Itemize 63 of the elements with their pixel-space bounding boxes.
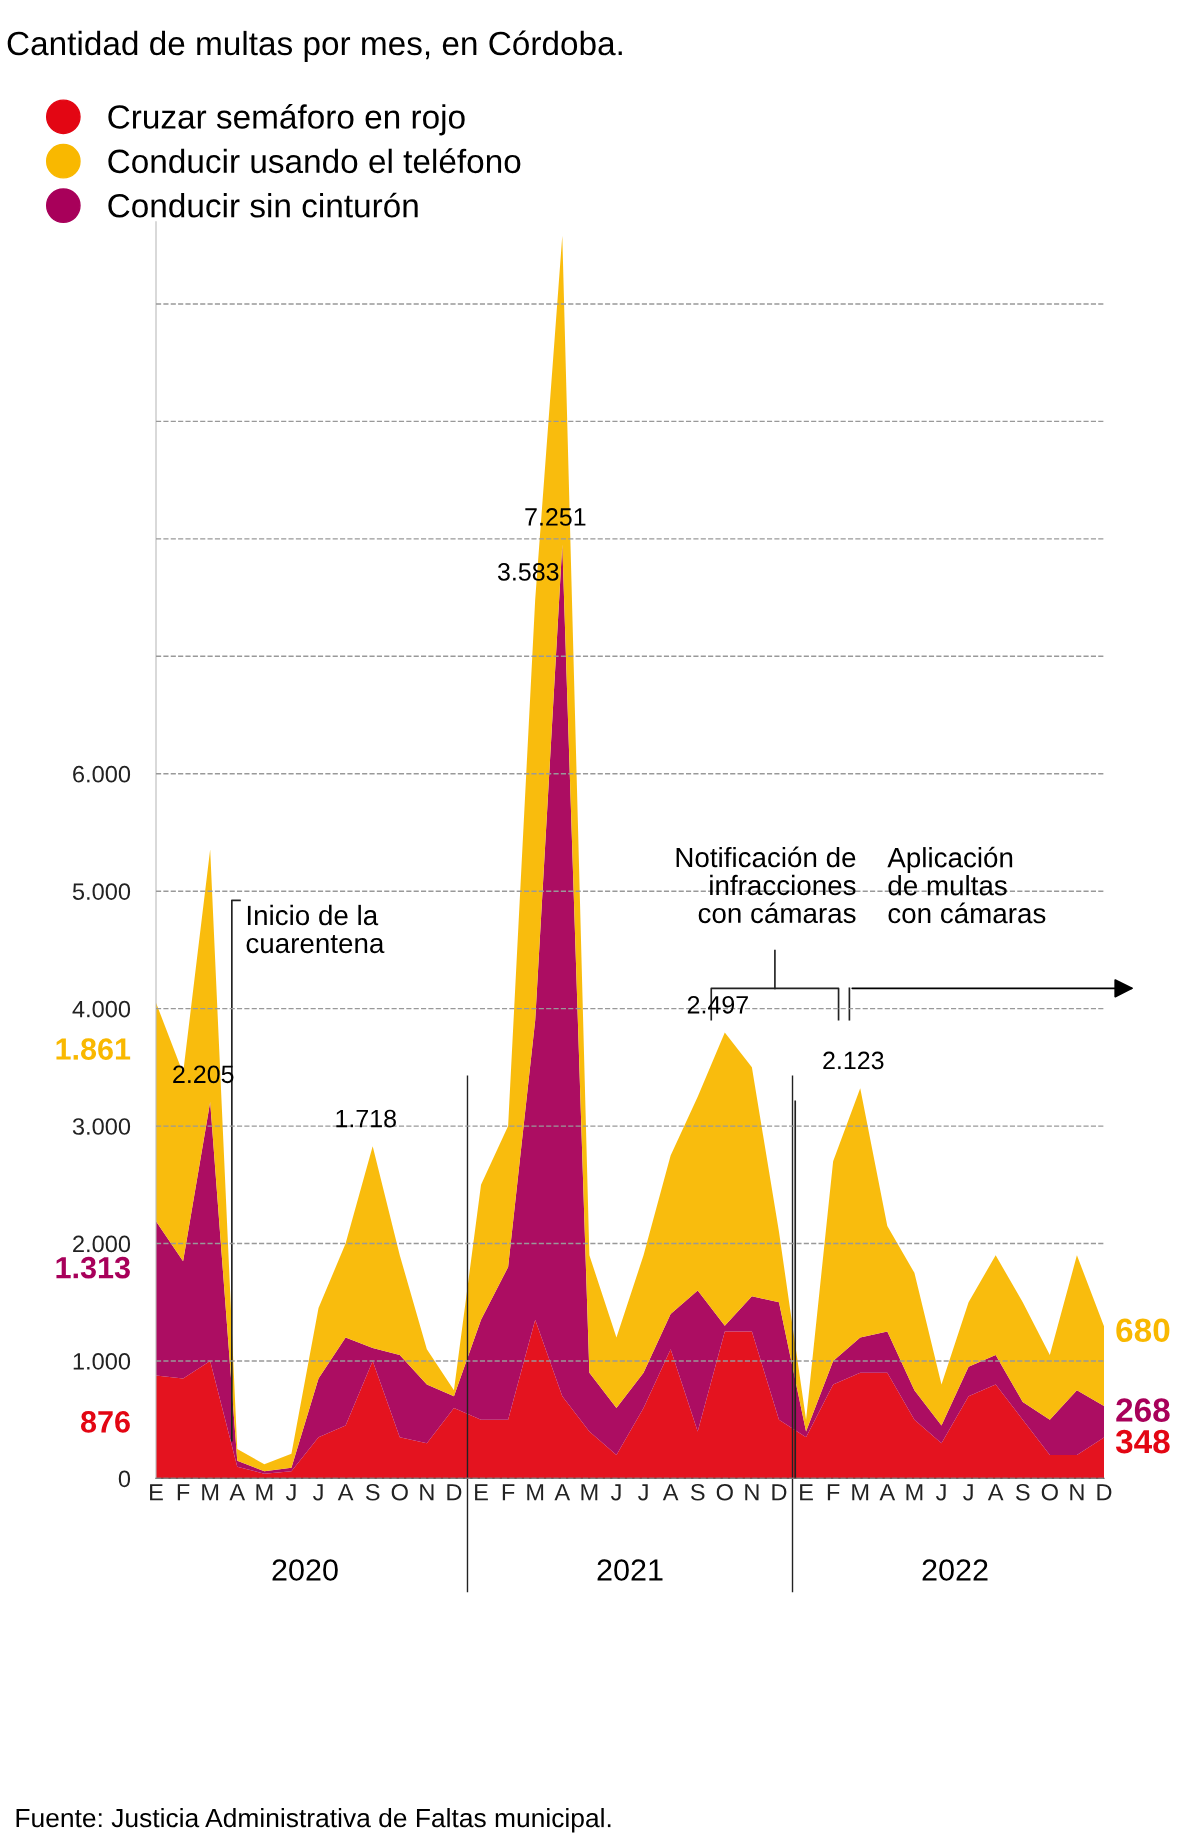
x-tick-label: M <box>581 1484 598 1501</box>
y-tick-label: 4.000 <box>72 1000 131 1018</box>
x-tick-label: M <box>906 1484 923 1501</box>
x-tick-label: M <box>527 1484 544 1501</box>
x-tick-label: N <box>420 1484 434 1501</box>
x-tick-label: E <box>475 1484 488 1501</box>
data-label: 680 <box>1116 1318 1170 1343</box>
annotation: Inicio de la cuarentena <box>246 904 385 954</box>
text: 2020 <box>272 1559 338 1581</box>
legend-label: Conducir usando el teléfono <box>108 148 521 174</box>
x-tick-label: O <box>716 1483 733 1501</box>
y-tick-label: 2.000 <box>73 1235 131 1253</box>
x-tick-label: J <box>935 1484 946 1501</box>
x-tick-label: J <box>638 1484 648 1501</box>
y-tick-label: 0 <box>118 1470 131 1488</box>
data-label: 1.313 <box>56 1256 130 1279</box>
x-tick-label: F <box>502 1484 515 1501</box>
x-tick-label: M <box>256 1484 273 1501</box>
annotation: Notificación de infracciones con cámaras <box>676 846 856 924</box>
x-tick-label: F <box>177 1484 190 1501</box>
x-tick-label: O <box>1041 1483 1058 1501</box>
x-tick-label: F <box>827 1484 840 1501</box>
data-label: 268 <box>1116 1398 1170 1422</box>
x-tick-label: A <box>662 1484 679 1501</box>
x-tick-label: D <box>1097 1484 1112 1501</box>
data-label: 2.497 <box>687 995 748 1014</box>
x-tick-label: N <box>1070 1484 1084 1501</box>
x-tick-label: A <box>337 1484 354 1501</box>
x-tick-label: D <box>447 1484 462 1501</box>
x-tick-label: S <box>690 1483 705 1501</box>
x-tick-label: O <box>391 1483 408 1501</box>
x-tick-label: J <box>285 1484 296 1501</box>
data-label: 1.718 <box>336 1109 396 1128</box>
x-tick-label: J <box>963 1484 973 1501</box>
x-tick-label: A <box>987 1484 1004 1501</box>
legend-label: Cruzar semáforo en rojo <box>108 103 465 136</box>
data-label: 1.861 <box>56 1038 131 1060</box>
x-tick-label: M <box>202 1484 219 1501</box>
x-tick-label: N <box>745 1484 759 1501</box>
x-tick-label: J <box>312 1484 323 1501</box>
x-tick-label: D <box>772 1484 787 1501</box>
data-label: 876 <box>80 1411 130 1433</box>
annotation: Aplicación de multas con cámaras <box>887 846 1046 924</box>
text: 2021 <box>597 1559 663 1581</box>
x-tick-label: M <box>852 1484 869 1501</box>
y-tick-label: 3.000 <box>72 1118 131 1135</box>
chart-title: Cantidad de multas por mes, en Córdoba. <box>7 30 622 62</box>
y-tick-label: 5.000 <box>72 883 131 900</box>
x-tick-label: A <box>229 1484 246 1501</box>
legend-label: Conducir sin cinturón <box>108 192 418 218</box>
data-label: 2.123 <box>823 1051 884 1070</box>
y-tick-label: 6.000 <box>73 765 131 783</box>
source-note: Fuente: Justicia Administrativa de Faltas municipal. <box>16 1807 611 1833</box>
x-tick-label: S <box>1015 1483 1030 1501</box>
data-label: 348 <box>1115 1429 1170 1454</box>
x-tick-label: E <box>800 1484 813 1501</box>
x-tick-label: J <box>610 1484 621 1501</box>
x-tick-label: E <box>150 1484 163 1501</box>
x-tick-label: A <box>554 1484 571 1501</box>
y-tick-label: 1.000 <box>73 1353 131 1370</box>
x-tick-label: S <box>365 1483 380 1501</box>
text: 2022 <box>922 1559 988 1581</box>
x-tick-label: A <box>879 1484 896 1501</box>
